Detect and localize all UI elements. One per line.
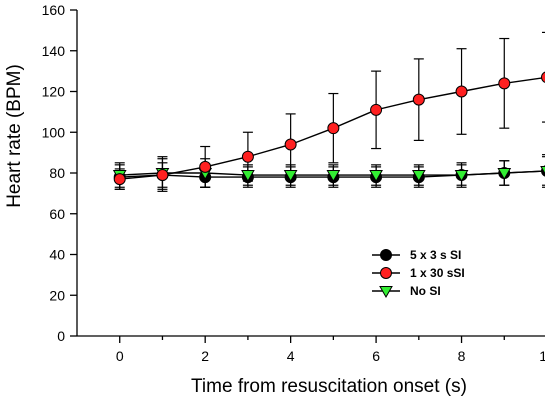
data-point (369, 170, 383, 183)
data-point (241, 170, 255, 183)
data-point (540, 165, 545, 175)
x-tick-label: 2 (201, 348, 209, 364)
legend-marker (380, 267, 392, 279)
data-point (327, 122, 340, 135)
legend-entry: No SI (410, 284, 441, 298)
data-point (498, 77, 511, 90)
data-point (411, 170, 426, 183)
data-point (370, 103, 383, 116)
series-1-points (113, 71, 545, 186)
data-point (241, 150, 254, 163)
x-tick-label: 4 (287, 348, 295, 364)
data-point (284, 138, 297, 151)
x-tick-label: 0 (116, 348, 124, 364)
x-tick-label: 10 (539, 348, 545, 364)
data-point (113, 173, 126, 186)
y-axis-label: Heart rate (BPM) (4, 64, 25, 208)
x-tick-label: 6 (372, 348, 380, 364)
y-tick-label: 120 (42, 84, 66, 100)
legend-marker (379, 286, 393, 299)
data-point (541, 71, 545, 83)
series-1-errorbars (114, 31, 545, 190)
data-point (283, 170, 298, 183)
data-point (199, 160, 212, 173)
data-point (455, 85, 468, 98)
legend: 5 x 3 s SI 1 x 30 sSI No SI (372, 248, 465, 299)
legend-entry: 5 x 3 s SI (410, 248, 461, 262)
data-point (326, 170, 341, 183)
x-tick-label: 8 (458, 348, 466, 364)
y-tick-label: 60 (49, 206, 65, 222)
legend-entry: 1 x 30 sSI (410, 266, 465, 280)
data-point (497, 168, 512, 181)
y-tick-label: 100 (42, 124, 66, 140)
data-point (156, 169, 169, 182)
y-tick-label: 0 (57, 328, 65, 344)
data-point (454, 170, 469, 183)
series-layer (112, 31, 545, 192)
y-tick-label: 20 (49, 287, 65, 303)
y-tick-label: 40 (49, 247, 65, 263)
data-point (412, 93, 425, 106)
y-tick-label: 140 (42, 43, 66, 59)
y-tick-label: 80 (49, 165, 65, 181)
legend-marker (380, 249, 392, 261)
y-tick-label: 160 (42, 2, 66, 18)
x-axis-label: Time from resuscitation onset (s) (191, 376, 467, 397)
axes: 0 20 40 60 80 100 120 140 160 0 2 4 6 8 10 (42, 2, 545, 364)
